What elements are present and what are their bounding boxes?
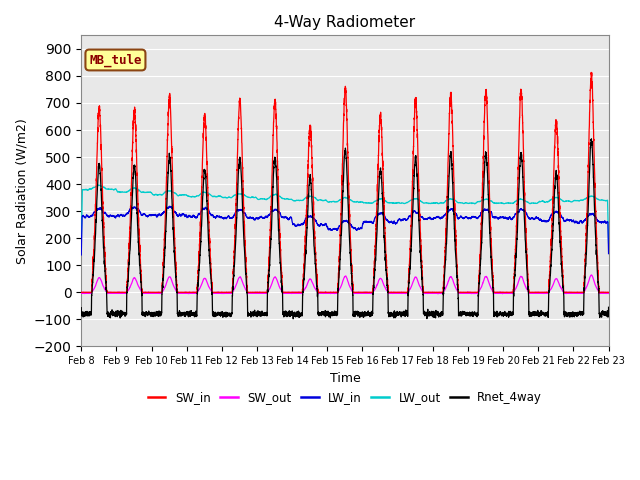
Legend: SW_in, SW_out, LW_in, LW_out, Rnet_4way: SW_in, SW_out, LW_in, LW_out, Rnet_4way [143,386,547,409]
Title: 4-Way Radiometer: 4-Way Radiometer [275,15,415,30]
Y-axis label: Solar Radiation (W/m2): Solar Radiation (W/m2) [15,118,28,264]
Text: MB_tule: MB_tule [89,53,141,67]
X-axis label: Time: Time [330,372,360,384]
